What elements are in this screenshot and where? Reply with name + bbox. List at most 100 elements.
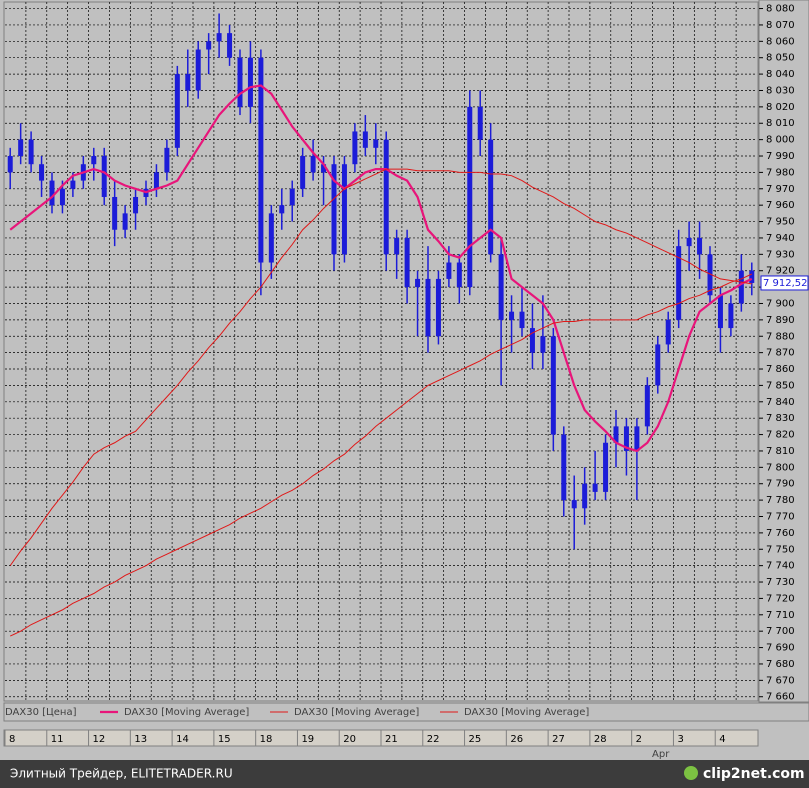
y-tick-label: 7 880 [766, 331, 795, 342]
candle-body [498, 254, 504, 320]
y-tick-label: 7 900 [766, 298, 795, 309]
y-tick-label: 7 970 [766, 184, 795, 195]
footer-bar [0, 760, 809, 788]
candle-body [592, 483, 598, 492]
x-tick-label: 13 [134, 734, 147, 745]
y-tick-label: 7 730 [766, 577, 795, 588]
candle-body [133, 196, 139, 214]
candle-body [310, 156, 316, 173]
moving-average-line [10, 273, 752, 637]
candle-body [352, 131, 358, 165]
y-tick-label: 7 660 [766, 692, 795, 703]
y-tick-label: 7 920 [766, 266, 795, 277]
candle-body [164, 147, 170, 173]
y-tick-label: 7 830 [766, 413, 795, 424]
y-tick-label: 8 010 [766, 118, 795, 129]
candle-body [289, 188, 295, 206]
candle-body [206, 41, 212, 50]
x-tick-label: 19 [301, 734, 314, 745]
x-tick-label: 18 [260, 734, 273, 745]
x-tick-label: 14 [176, 734, 189, 745]
candle-body [655, 344, 661, 386]
candle-body [39, 164, 45, 181]
last-price-box [760, 275, 809, 291]
x-tick-label: 8 [9, 734, 15, 745]
candle-body [665, 319, 671, 345]
x-tick-label: 12 [93, 734, 106, 745]
candle-body [582, 483, 588, 509]
candle-body [686, 237, 692, 247]
y-tick-label: 7 690 [766, 643, 795, 654]
grid [5, 2, 757, 700]
candle-body [415, 278, 421, 288]
x-tick-label: 22 [427, 734, 440, 745]
y-tick-label: 7 960 [766, 200, 795, 211]
y-tick-label: 7 850 [766, 380, 795, 391]
y-tick-label: 8 080 [766, 4, 795, 15]
candle-body [247, 57, 253, 107]
x-tick-label: 15 [218, 734, 231, 745]
candle-body [279, 205, 285, 214]
x-tick-label: 25 [469, 734, 482, 745]
y-tick-label: 7 720 [766, 593, 795, 604]
candle-body [676, 246, 682, 320]
moving-average-line [9, 84, 753, 453]
candle-body [613, 426, 619, 443]
footer-left: Элитный Трейдер, ELITETRADER.RU [10, 767, 233, 781]
logo-icon [684, 766, 698, 780]
marks [7, 13, 755, 637]
x-tick-label: 27 [552, 734, 565, 745]
y-tick-label: 7 990 [766, 151, 795, 162]
y-tick-label: 7 930 [766, 249, 795, 260]
candle-body [404, 237, 410, 288]
y-tick-label: 8 020 [766, 102, 795, 113]
candle-body [7, 156, 13, 173]
candle-body [435, 278, 441, 337]
y-tick-label: 7 700 [766, 626, 795, 637]
y-tick-label: 7 790 [766, 479, 795, 490]
y-tick-label: 7 820 [766, 430, 795, 441]
legend-label: DAX30 [Moving Average] [464, 707, 589, 718]
candle-body [509, 311, 515, 320]
y-tick-label: 8 040 [766, 69, 795, 80]
candle-body [227, 33, 233, 58]
last-price-label: 7 912,52 [763, 278, 808, 289]
candle-body [153, 172, 159, 189]
y-tick-label: 7 840 [766, 397, 795, 408]
candle-body [749, 270, 755, 283]
candle-body [268, 213, 274, 263]
x-tick-label: 11 [51, 734, 64, 745]
y-tick-label: 7 870 [766, 348, 795, 359]
candle-body [216, 33, 222, 42]
candle-body [644, 385, 650, 427]
candle-body [603, 442, 609, 492]
x-annotation: Apr [652, 749, 670, 760]
candle-body [707, 254, 713, 296]
x-tick-label: 20 [343, 734, 356, 745]
y-tick-label: 7 950 [766, 217, 795, 228]
y-tick-label: 7 890 [766, 315, 795, 326]
candle-body [540, 336, 546, 353]
candle-body [373, 139, 379, 148]
legend-label: DAX30 [Цена] [5, 707, 77, 718]
candle-body [738, 270, 744, 304]
moving-average-line [9, 168, 752, 566]
candle-body [728, 303, 734, 329]
x-tick-label: 2 [636, 734, 642, 745]
legend-area [3, 702, 809, 722]
candle-body [488, 139, 494, 255]
candle-body [101, 156, 107, 197]
y-tick-label: 7 750 [766, 544, 795, 555]
y-tick-label: 8 070 [766, 20, 795, 31]
y-tick-label: 8 000 [766, 135, 795, 146]
x-tick-label: 21 [385, 734, 398, 745]
y-tick-label: 7 760 [766, 528, 795, 539]
candle-body [18, 139, 24, 157]
candle-body [195, 49, 201, 91]
candle-body [28, 139, 34, 165]
candle-body [446, 262, 452, 279]
candle-body [519, 311, 525, 329]
candle-body [185, 74, 191, 91]
candle-body [467, 106, 473, 288]
